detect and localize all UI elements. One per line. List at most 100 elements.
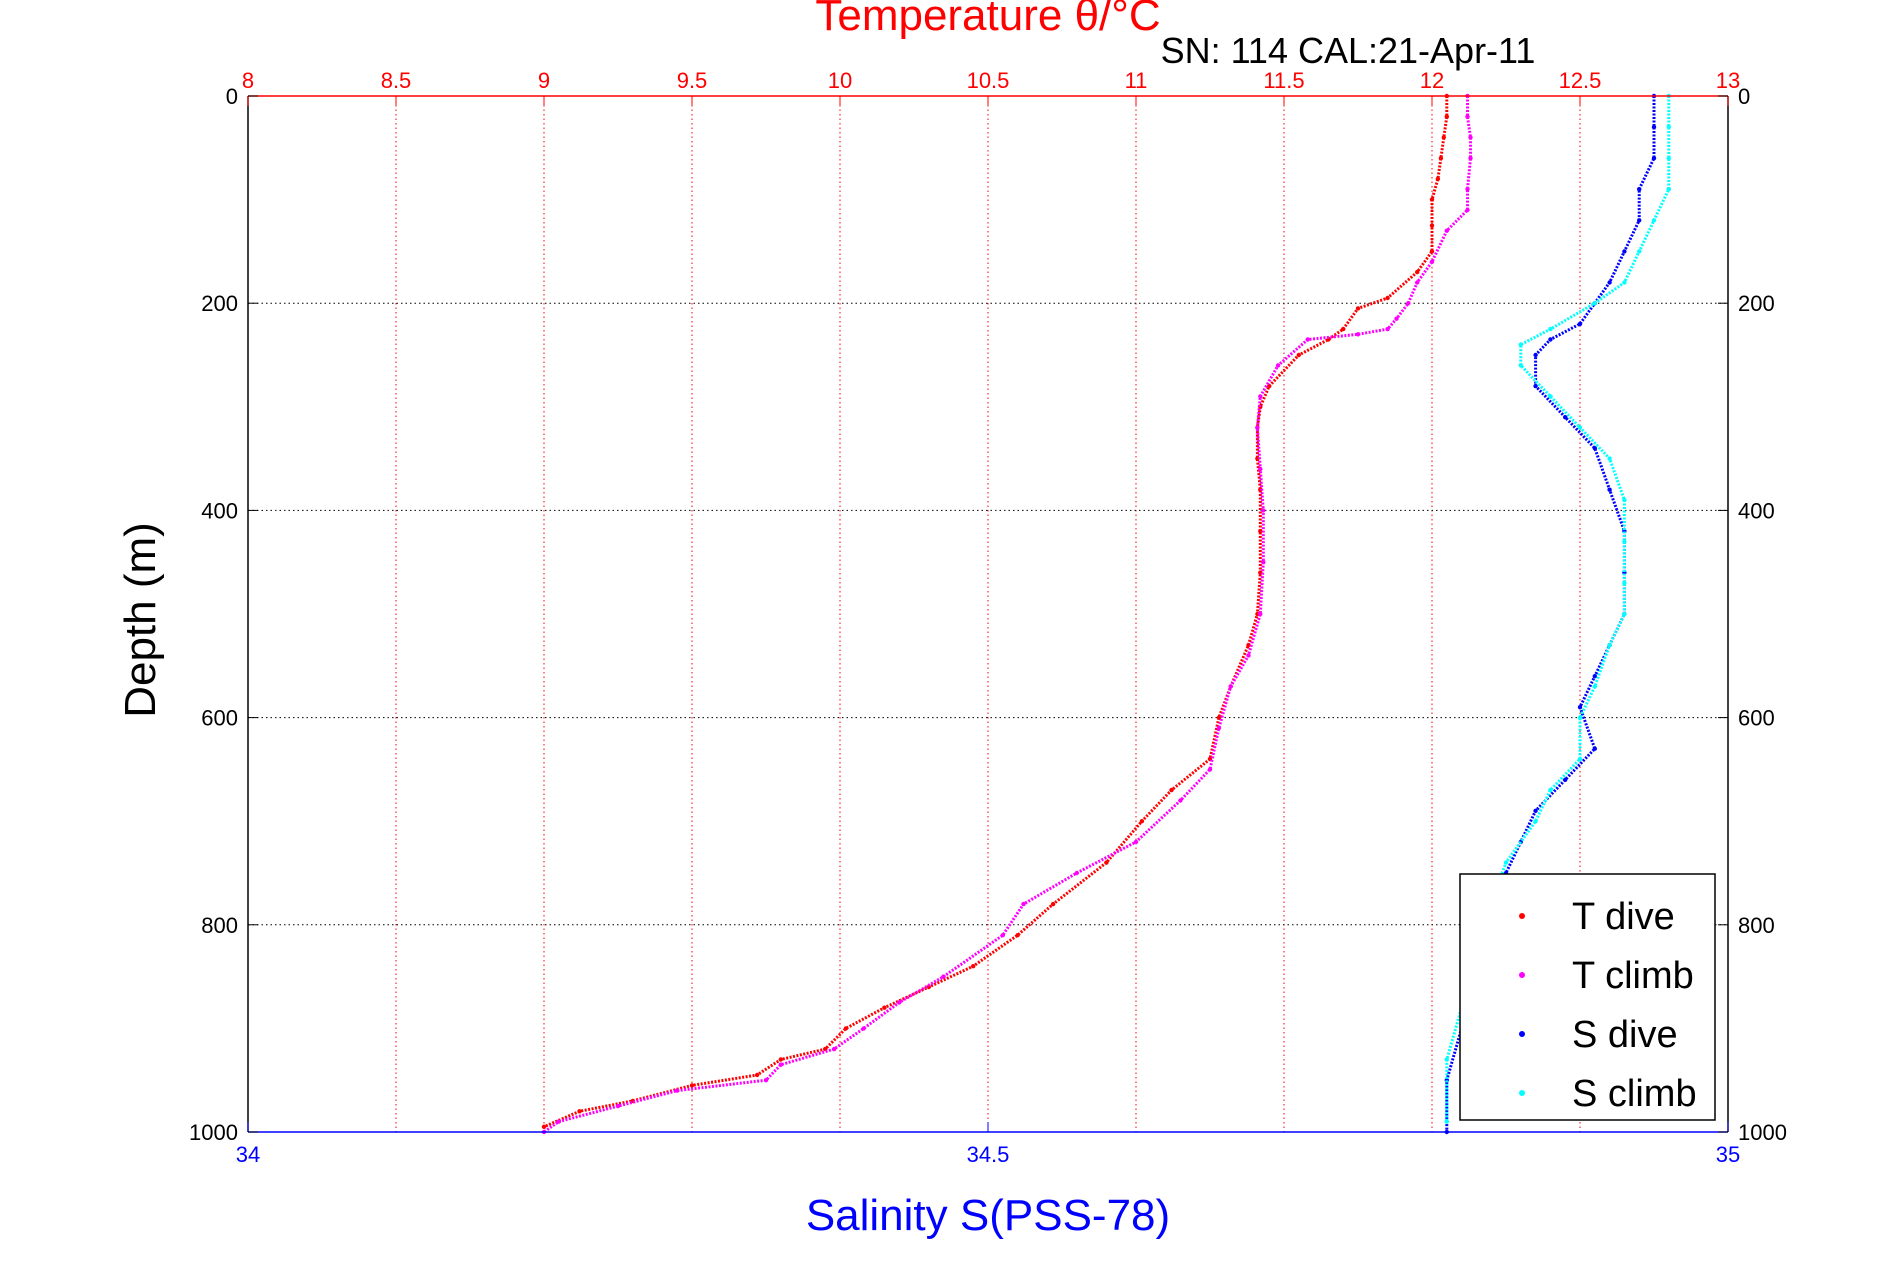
data-point <box>831 1046 837 1052</box>
data-point <box>1548 787 1553 793</box>
data-point <box>1415 280 1420 285</box>
legend: T dive T climb S dive S climb <box>1459 873 1716 1121</box>
data-point <box>1592 446 1598 451</box>
data-point <box>541 1124 547 1130</box>
data-point <box>1637 218 1642 223</box>
data-point <box>1216 725 1222 731</box>
depth-tick-label-right: 0 <box>1738 84 1750 109</box>
data-point <box>1228 684 1233 689</box>
data-point <box>763 1078 769 1083</box>
data-point <box>1592 746 1598 751</box>
depth-tick-label-right: 400 <box>1738 498 1775 523</box>
data-point <box>1355 332 1361 337</box>
ticks-layer: 8 8.5 9 9.5 10 10.5 11 11.5 12 12.5 13 34 34.5 35 0 0 20… <box>189 68 1787 1167</box>
data-point <box>1468 156 1473 161</box>
data-point <box>1651 156 1657 161</box>
data-point <box>1533 352 1538 358</box>
data-point <box>615 1103 621 1109</box>
data-point <box>1548 326 1553 332</box>
temperature-tick-label: 8.5 <box>381 68 412 93</box>
data-point <box>1592 674 1598 679</box>
depth-tick-label-left: 1000 <box>189 1120 238 1145</box>
data-point <box>1258 466 1263 472</box>
data-point <box>1438 156 1444 161</box>
data-point <box>556 1119 561 1124</box>
data-point <box>1258 394 1263 399</box>
legend-marker <box>1519 972 1525 978</box>
data-point <box>1637 249 1642 254</box>
temperature-tick-label: 9.5 <box>677 68 708 93</box>
data-point <box>1651 124 1657 130</box>
temperature-tick-label: 10.5 <box>967 68 1010 93</box>
data-point <box>1000 933 1005 938</box>
data-point <box>577 1109 582 1114</box>
data-point <box>1666 156 1672 161</box>
data-point <box>1261 508 1266 513</box>
depth-tick-label-left: 800 <box>201 913 238 938</box>
data-point <box>1385 326 1390 332</box>
top-axis-title: Temperature θ/°C <box>815 0 1160 40</box>
data-point <box>1563 777 1568 782</box>
data-point <box>1622 611 1627 617</box>
data-point <box>1355 306 1361 311</box>
data-point <box>1622 580 1627 586</box>
data-point <box>1533 819 1538 824</box>
data-point <box>1275 363 1281 368</box>
data-point <box>1666 124 1672 130</box>
data-point <box>1577 705 1583 710</box>
data-point <box>1441 135 1447 140</box>
temperature-tick-label: 9 <box>538 68 550 93</box>
temperature-tick-label: 11.5 <box>1263 68 1304 93</box>
data-point <box>1246 653 1251 658</box>
data-point <box>1548 394 1553 399</box>
temperature-tick-label: 8 <box>242 68 254 93</box>
data-point <box>1465 207 1470 213</box>
salinity-tick-label: 34 <box>236 1142 260 1167</box>
data-point <box>689 1083 695 1088</box>
data-point <box>1518 363 1524 368</box>
depth-tick-label-left: 600 <box>201 706 238 731</box>
data-point <box>861 1026 866 1031</box>
data-point <box>1444 228 1450 233</box>
serial-calibration-annotation: SN: 114 CAL:21-Apr-11 <box>1161 30 1536 71</box>
y-axis-title: Depth (m) <box>116 522 165 718</box>
data-point <box>1207 767 1213 772</box>
data-point <box>1607 456 1612 461</box>
legend-marker <box>1519 913 1525 919</box>
data-point <box>1429 197 1435 202</box>
data-point <box>1255 425 1260 430</box>
data-point <box>1444 114 1450 119</box>
data-point <box>1050 901 1056 907</box>
data-point <box>1385 295 1390 301</box>
data-point <box>1258 528 1263 534</box>
legend-box <box>1459 873 1716 1121</box>
data-point <box>1465 187 1470 192</box>
data-point <box>778 1057 783 1062</box>
data-point <box>1104 860 1109 865</box>
legend-label: T dive <box>1572 896 1675 938</box>
data-point <box>675 1088 680 1093</box>
series-t-climb <box>541 93 1473 1135</box>
data-point <box>1133 839 1139 845</box>
depth-tick-label-right: 200 <box>1738 291 1775 316</box>
data-point <box>1518 342 1524 347</box>
data-point <box>1429 259 1435 264</box>
data-point <box>1429 249 1435 254</box>
data-point <box>1435 176 1441 182</box>
data-point <box>1622 280 1627 285</box>
data-point <box>1577 756 1583 762</box>
data-point <box>1267 383 1272 389</box>
data-point <box>1651 218 1657 223</box>
data-point <box>1577 425 1583 430</box>
data-point <box>778 1062 783 1067</box>
data-point <box>1666 187 1672 192</box>
data-point <box>1415 269 1420 275</box>
data-point <box>1607 280 1612 285</box>
temperature-tick-label: 12 <box>1420 68 1444 93</box>
salinity-tick-label: 35 <box>1716 1142 1740 1167</box>
data-point <box>1533 383 1538 389</box>
data-point <box>1637 187 1642 192</box>
temperature-tick-label: 12.5 <box>1559 68 1602 93</box>
data-point <box>1592 684 1598 689</box>
